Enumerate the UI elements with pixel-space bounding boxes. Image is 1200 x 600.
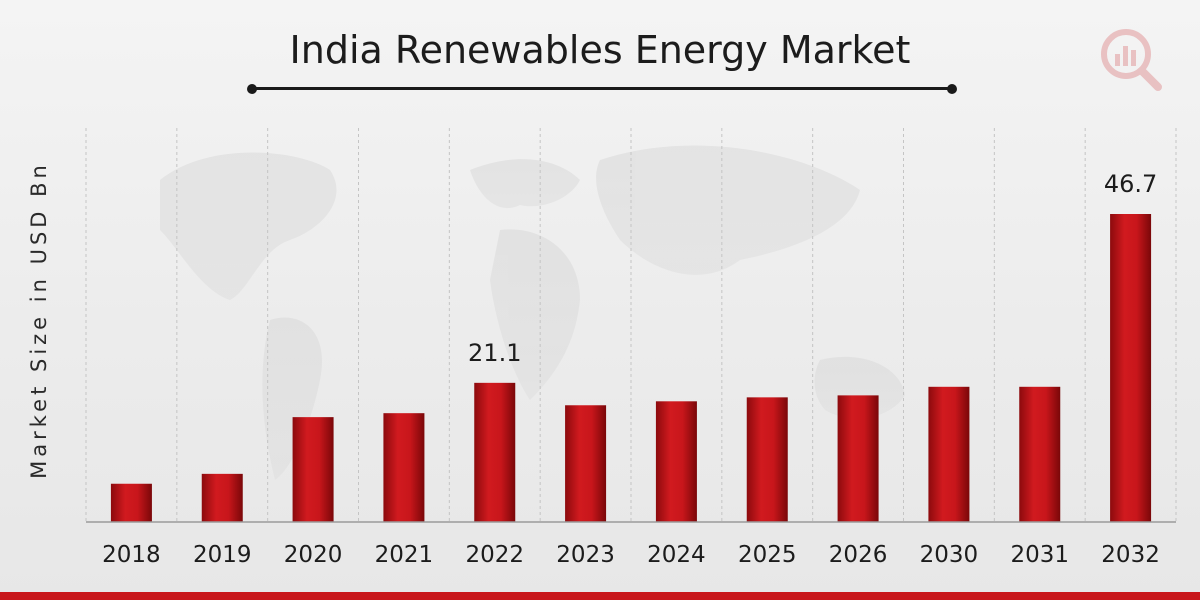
x-tick-label: 2021	[375, 542, 434, 568]
bar-2019	[201, 473, 243, 522]
x-tick-label: 2023	[556, 542, 615, 568]
title-divider	[247, 83, 957, 94]
bar-2025	[746, 397, 788, 522]
x-tick-label: 2018	[102, 542, 161, 568]
bar-2024	[655, 401, 697, 522]
chart-title: India Renewables Energy Market	[289, 28, 911, 72]
x-tick-label: 2025	[738, 542, 797, 568]
bottom-accent-band	[0, 592, 1200, 600]
data-label: 21.1	[468, 339, 521, 367]
bar-2022	[474, 382, 516, 522]
x-tick-label: 2030	[920, 542, 979, 568]
data-labels: 21.1 46.7	[468, 170, 1157, 367]
bar-2026	[837, 395, 879, 522]
bar-2018	[110, 483, 152, 522]
bar-2020	[292, 417, 334, 522]
x-tick-label: 2031	[1010, 542, 1069, 568]
x-tick-label: 2032	[1101, 542, 1160, 568]
x-tick-label: 2022	[465, 542, 524, 568]
bar-2021	[383, 413, 425, 522]
x-tick-label: 2026	[829, 542, 888, 568]
x-tick-label: 2020	[284, 542, 343, 568]
bar-2030	[928, 386, 970, 522]
bar-2032	[1110, 214, 1152, 522]
bar-series	[110, 214, 1152, 522]
data-label: 46.7	[1104, 170, 1157, 198]
bar-2023	[565, 405, 607, 522]
world-map-watermark	[160, 145, 905, 480]
x-tick-label: 2019	[193, 542, 252, 568]
magnifier-chart-logo-icon	[1101, 29, 1162, 91]
x-tick-label: 2024	[647, 542, 706, 568]
bar-2031	[1019, 386, 1061, 522]
x-tick-labels: 2018 2019 2020 2021 2022 2023 2024 2025 2026 2030…	[102, 542, 1160, 568]
